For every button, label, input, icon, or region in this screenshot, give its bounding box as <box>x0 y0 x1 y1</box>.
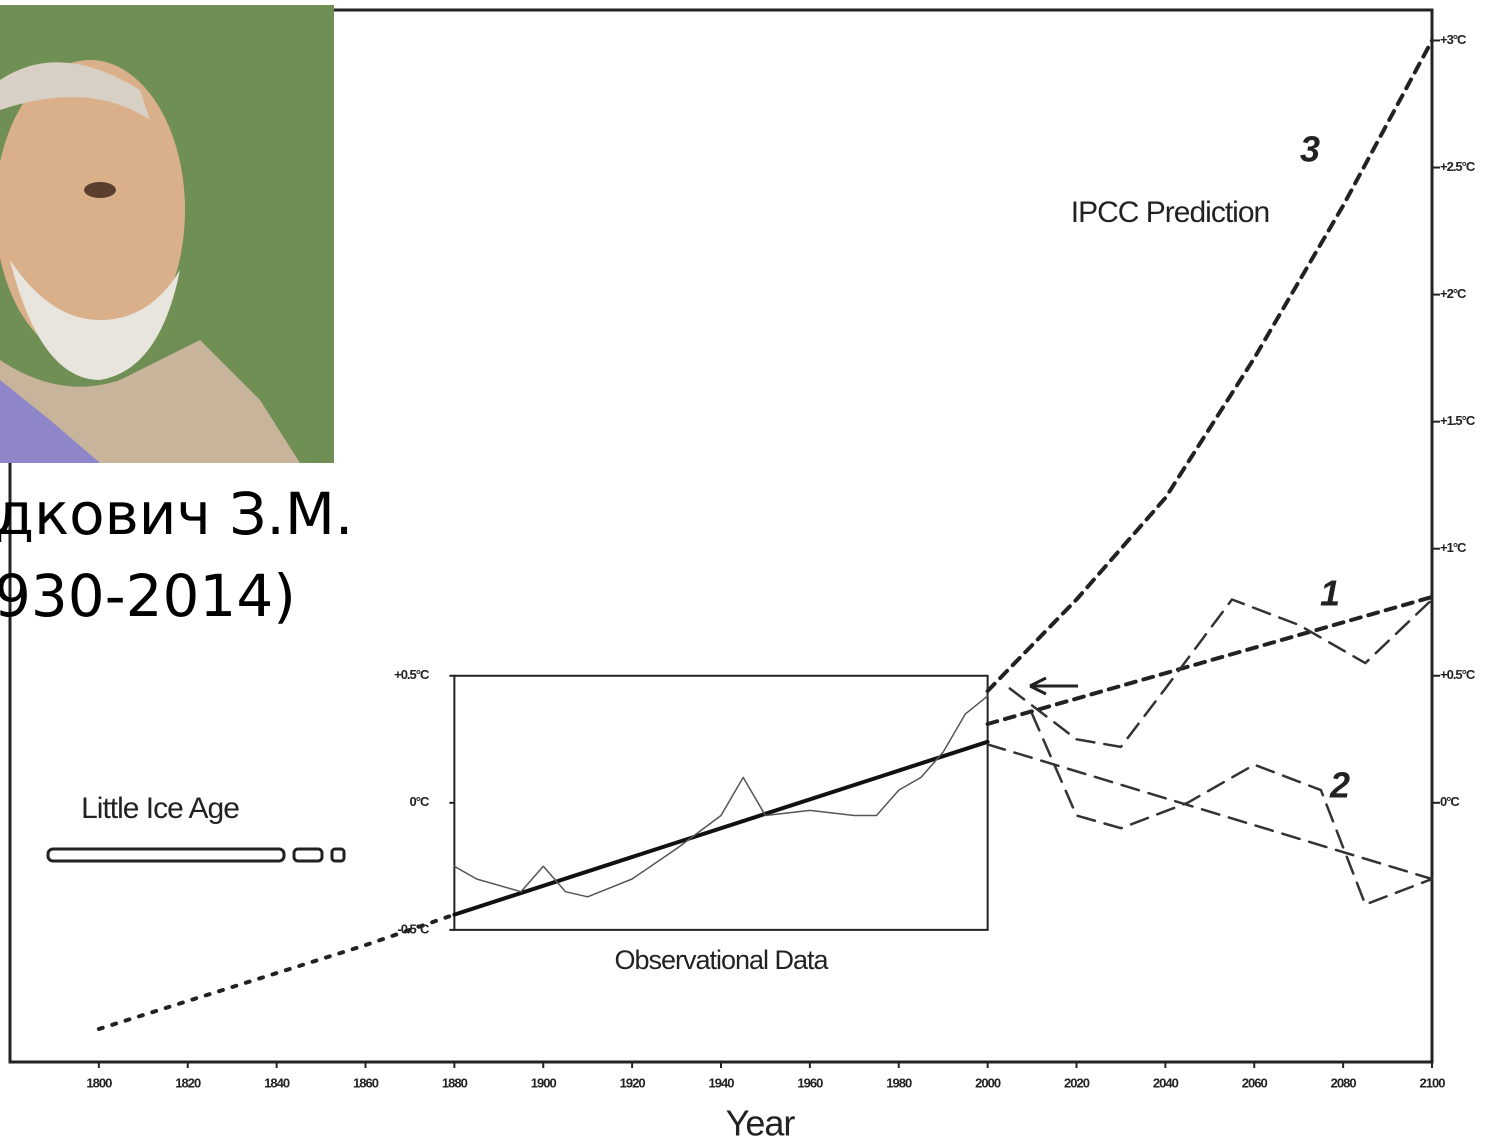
x-tick-label: 2020 <box>1064 1075 1090 1090</box>
arrow <box>1030 678 1078 694</box>
annotation: IPCC Prediction <box>1071 196 1269 229</box>
series-line <box>988 41 1432 692</box>
series-line <box>1010 600 1432 747</box>
annotation: 2 <box>1329 765 1350 806</box>
x-tick-label: 1980 <box>886 1075 912 1090</box>
y-tick-label: +1°C <box>1440 540 1467 555</box>
caption: 930-2014) <box>0 562 296 630</box>
x-tick-label: 2040 <box>1153 1075 1179 1090</box>
ice-age-bar <box>294 849 322 861</box>
portrait <box>0 5 334 463</box>
y-tick-label: +2°C <box>1440 286 1467 301</box>
y-tick-label: +3°C <box>1440 32 1467 47</box>
inset-y-tick-label: +0.5°C <box>394 667 430 682</box>
y-tick-label: +1.5°C <box>1440 413 1476 428</box>
chart: 3 IPCC Prediction 1 2 Little Ice Age Yea… <box>0 0 1512 1142</box>
x-tick-label: 2080 <box>1331 1075 1357 1090</box>
x-axis-label: Year <box>726 1103 796 1142</box>
series-line <box>988 597 1432 724</box>
y-tick-label: 0°C <box>1440 794 1460 809</box>
annotation: Little Ice Age <box>81 792 239 825</box>
caption: дкович З.М. <box>0 480 353 548</box>
inset-frame <box>454 676 987 930</box>
x-tick-label: 1800 <box>86 1075 112 1090</box>
y-tick-label: +2.5°C <box>1440 159 1476 174</box>
x-tick-label: 1940 <box>709 1075 735 1090</box>
annotation: 1 <box>1320 573 1340 614</box>
series-line <box>454 696 987 897</box>
inset-label: Observational Data <box>614 945 829 975</box>
x-tick-label: 1920 <box>620 1075 646 1090</box>
inset-y-tick-label: 0°C <box>410 794 430 809</box>
x-tick-label: 1860 <box>353 1075 379 1090</box>
x-tick-label: 2100 <box>1420 1075 1446 1090</box>
y-tick-label: +0.5°C <box>1440 667 1476 682</box>
x-tick-label: 1900 <box>531 1075 557 1090</box>
x-tick-label: 2000 <box>975 1075 1001 1090</box>
annotation: 3 <box>1300 129 1320 170</box>
ice-age-bar <box>48 849 284 861</box>
ice-age-bar <box>332 849 344 861</box>
x-tick-label: 1960 <box>797 1075 823 1090</box>
series-line <box>454 742 987 915</box>
x-tick-label: 1820 <box>175 1075 201 1090</box>
inset-y-tick-label: -0.5°C <box>397 921 430 936</box>
x-tick-label: 2060 <box>1242 1075 1268 1090</box>
x-tick-label: 1880 <box>442 1075 468 1090</box>
x-tick-label: 1840 <box>264 1075 290 1090</box>
